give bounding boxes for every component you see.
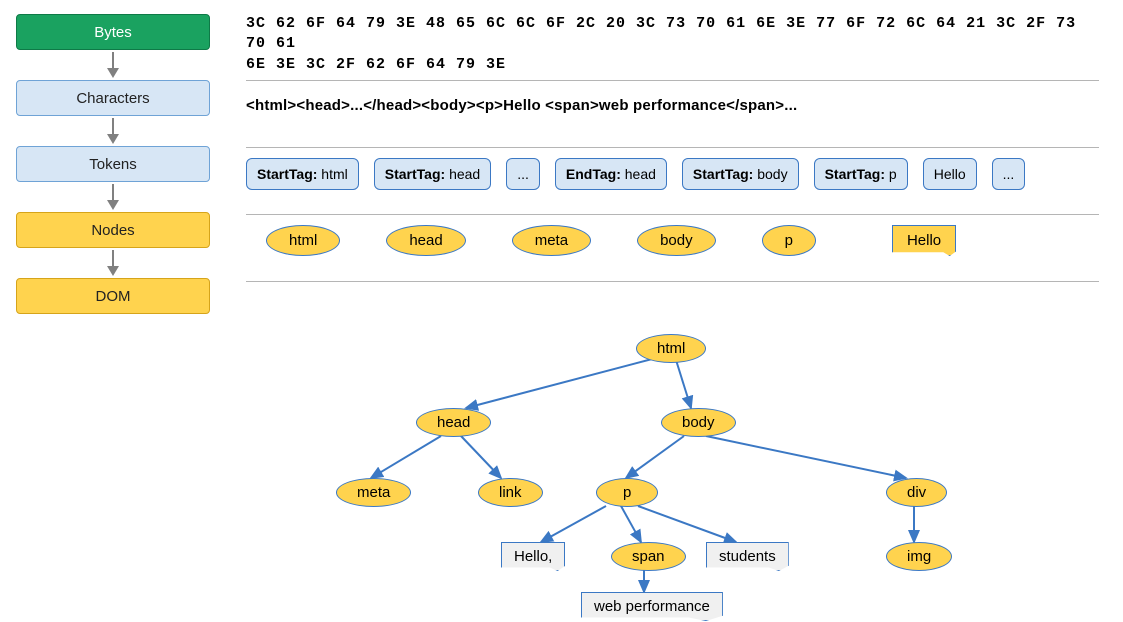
bytes-text-line1: 3C 62 6F 64 79 3E 48 65 6C 6C 6F 2C 20 3…: [246, 14, 1106, 55]
tree-node-html: html: [636, 334, 706, 363]
tree-node-img: img: [886, 542, 952, 571]
bytes-row: 3C 62 6F 64 79 3E 48 65 6C 6C 6F 2C 20 3…: [246, 14, 1106, 80]
tree-edges: [246, 330, 1106, 620]
stage-tokens: Tokens: [16, 146, 210, 182]
characters-row: <html><head>...</head><body><p>Hello <sp…: [246, 81, 1106, 147]
tree-node-body: body: [661, 408, 736, 437]
arrow-icon: [16, 116, 210, 146]
stage-dom: DOM: [16, 278, 210, 314]
tree-text-hello: Hello,: [501, 542, 565, 571]
content-column: 3C 62 6F 64 79 3E 48 65 6C 6C 6F 2C 20 3…: [246, 14, 1106, 282]
tree-node-div: div: [886, 478, 947, 507]
stage-characters: Characters: [16, 80, 210, 116]
tree-node-link: link: [478, 478, 543, 507]
token: StartTag: head: [374, 158, 491, 190]
arrow-icon: [16, 182, 210, 212]
tree-text-webperf: web performance: [581, 592, 723, 621]
bytes-text-line2: 6E 3E 3C 2F 62 6F 64 79 3E: [246, 55, 1106, 75]
token-ellipsis: ...: [992, 158, 1026, 190]
tree-node-span: span: [611, 542, 686, 571]
token: StartTag: body: [682, 158, 799, 190]
dom-tree: html head body meta link p div Hello, sp…: [246, 330, 1106, 620]
node-oval: body: [637, 225, 716, 256]
token-ellipsis: ...: [506, 158, 540, 190]
divider: [246, 281, 1099, 282]
stage-column: Bytes Characters Tokens Nodes DOM: [16, 14, 210, 314]
nodes-row: html head meta body p Hello: [246, 215, 1106, 281]
arrow-icon: [16, 248, 210, 278]
node-oval: html: [266, 225, 340, 256]
token-text: Hello: [923, 158, 977, 190]
node-oval: head: [386, 225, 465, 256]
tree-text-students: students: [706, 542, 789, 571]
node-oval: p: [762, 225, 816, 256]
node-oval: meta: [512, 225, 591, 256]
tree-node-meta: meta: [336, 478, 411, 507]
arrow-icon: [16, 50, 210, 80]
characters-text: <html><head>...</head><body><p>Hello <sp…: [246, 97, 1106, 114]
stage-nodes: Nodes: [16, 212, 210, 248]
tokens-row: StartTag: html StartTag: head ... EndTag…: [246, 148, 1106, 214]
tree-node-p: p: [596, 478, 658, 507]
token: EndTag: head: [555, 158, 667, 190]
tree-node-head: head: [416, 408, 491, 437]
stage-bytes: Bytes: [16, 14, 210, 50]
node-text: Hello: [892, 225, 956, 256]
token: StartTag: html: [246, 158, 359, 190]
token: StartTag: p: [814, 158, 908, 190]
